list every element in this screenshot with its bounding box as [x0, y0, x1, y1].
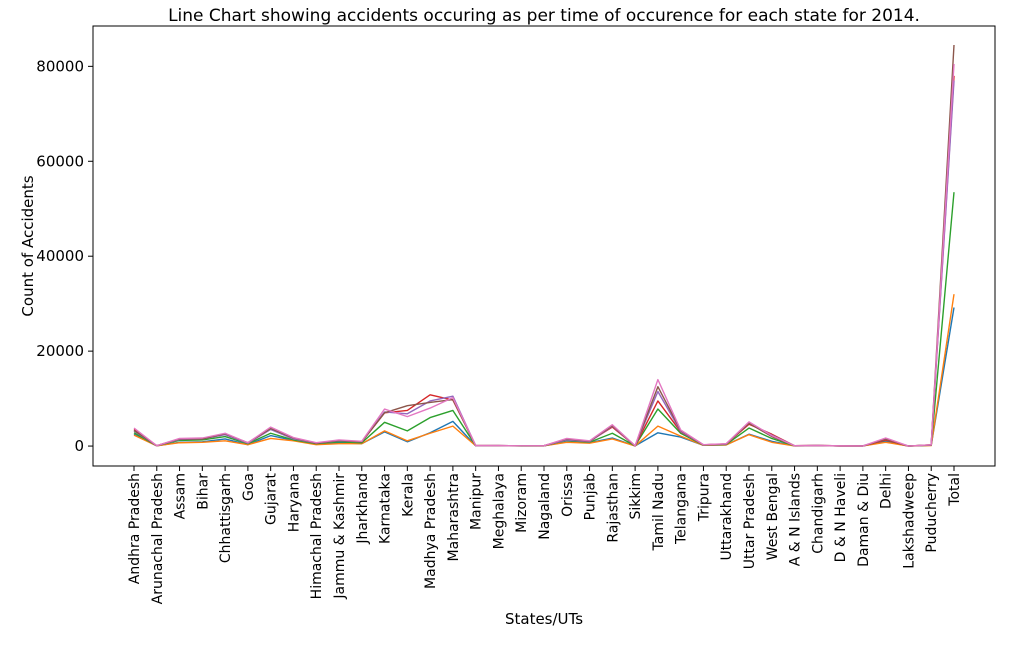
x-tick-label: West Bengal	[765, 473, 781, 560]
x-tick-label: Uttar Pradesh	[742, 473, 758, 569]
y-tick-label: 20000	[36, 342, 84, 360]
x-tick-label: Jammu & Kashmir	[332, 473, 348, 600]
x-tick-label: Rajasthan	[605, 473, 621, 543]
y-tick-label: 60000	[36, 152, 84, 170]
y-axis-label: Count of Accidents	[19, 175, 37, 316]
series-line-1	[133, 307, 955, 447]
y-tick-label: 40000	[36, 247, 84, 265]
series-line-5	[133, 80, 955, 447]
x-tick-label: Gujarat	[264, 472, 280, 525]
x-tick-label: Manipur	[469, 473, 485, 530]
x-tick-label: Daman & Diu	[856, 473, 872, 567]
x-tick-label: Haryana	[286, 473, 302, 532]
x-tick-label: Punjab	[583, 473, 599, 520]
x-tick-label: Goa	[241, 473, 257, 501]
x-tick-label: Tripura	[696, 473, 712, 522]
x-tick-label: Chandigarh	[810, 473, 826, 554]
x-tick-label: Chhattisgarh	[218, 473, 234, 563]
series-line-6	[133, 44, 955, 447]
series-line-3	[133, 192, 955, 447]
x-tick-label: Bihar	[195, 473, 211, 510]
x-axis-ticks: Andhra Pradesh Arunachal Pradesh Assam Biha…	[127, 466, 963, 604]
x-tick-label: D & N Haveli	[833, 473, 849, 562]
x-tick-label: Sikkim	[628, 473, 644, 520]
x-tick-label: Telangana	[674, 473, 690, 545]
x-axis-label: States/UTs	[505, 610, 583, 628]
x-tick-label: Andhra Pradesh	[127, 473, 143, 584]
x-tick-label: Arunachal Pradesh	[150, 473, 166, 604]
x-tick-label: Orissa	[560, 473, 576, 517]
y-axis-ticks: 0 20000 40000 60000 80000	[36, 57, 93, 455]
y-tick-label: 0	[74, 437, 84, 455]
x-tick-label: Mizoram	[514, 473, 530, 533]
x-tick-label: Delhi	[879, 473, 895, 509]
series-line-4	[133, 75, 955, 447]
x-tick-label: Uttarakhand	[719, 473, 735, 560]
x-tick-label: Kerala	[400, 473, 416, 517]
x-tick-label: A & N Islands	[788, 473, 804, 566]
x-tick-label: Total	[947, 473, 963, 507]
y-tick-label: 80000	[36, 57, 84, 75]
x-tick-label: Madhya Pradesh	[423, 473, 439, 589]
x-tick-label: Lakshadweep	[901, 473, 917, 569]
x-tick-label: Nagaland	[537, 473, 553, 540]
x-tick-label: Meghalaya	[491, 473, 507, 549]
x-tick-label: Jharkhand	[355, 473, 371, 545]
chart-title: Line Chart showing accidents occuring as…	[168, 6, 920, 26]
x-tick-label: Tamil Nadu	[651, 473, 667, 552]
x-tick-label: Karnataka	[378, 473, 394, 544]
x-tick-label: Himachal Pradesh	[309, 473, 325, 599]
x-tick-label: Assam	[173, 473, 189, 519]
series-line-2	[133, 294, 955, 447]
plot-area	[92, 25, 996, 467]
x-tick-label: Maharashtra	[446, 473, 462, 561]
series-line-7	[133, 63, 955, 447]
series-lines	[133, 44, 955, 447]
x-tick-label: Puducherry	[924, 473, 940, 553]
